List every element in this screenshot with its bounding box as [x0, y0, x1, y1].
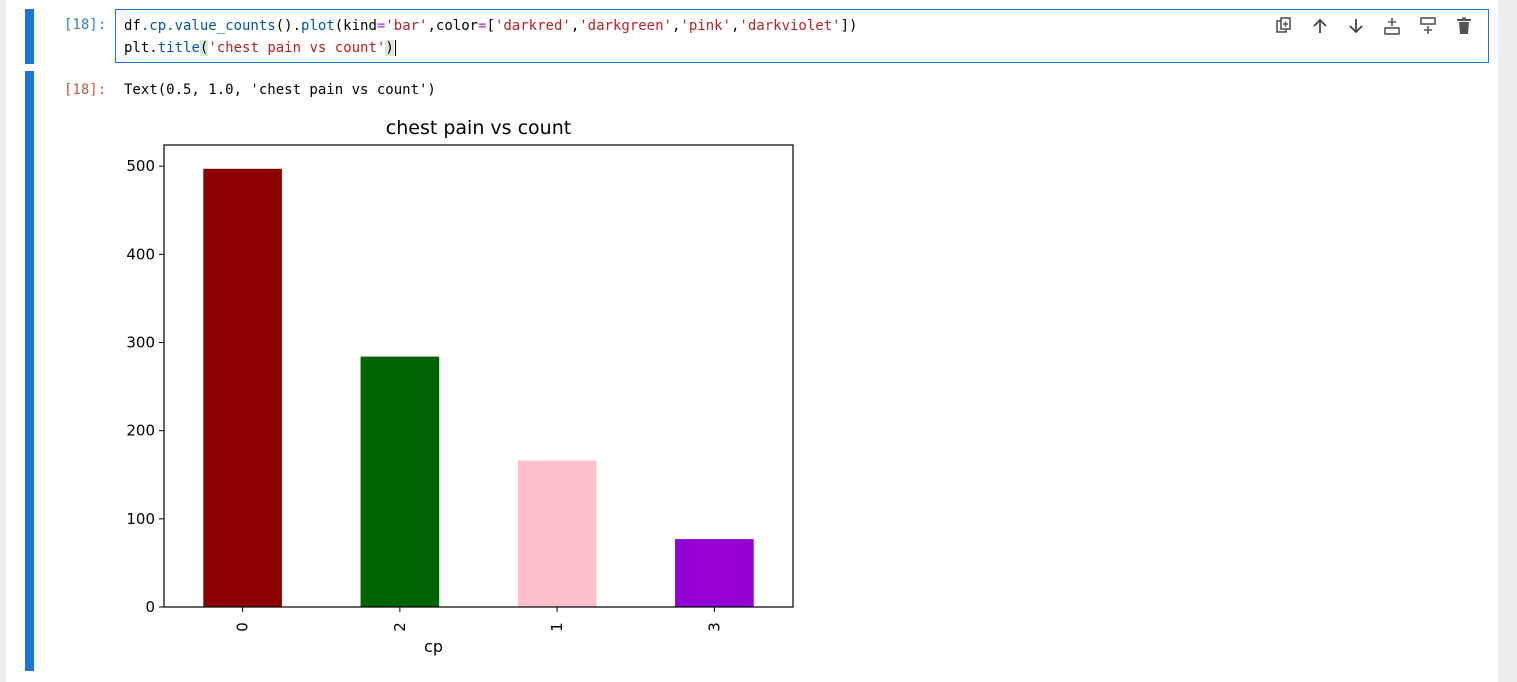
code-token: (). [275, 18, 302, 34]
plot-frame [163, 144, 794, 608]
code-token: 'darkgreen' [579, 18, 672, 34]
bar [675, 539, 754, 607]
code-token: = [376, 18, 386, 34]
notebook-panel: [18]: df.cp.value_counts().plot(kind='ba… [6, 0, 1498, 682]
code-token: .cp. [140, 18, 175, 34]
code-token: . [149, 40, 158, 56]
x-tick-label: 2 [391, 622, 409, 632]
bar [360, 356, 440, 607]
code-token: = [478, 18, 487, 34]
code-text[interactable]: df.cp.value_counts().plot(kind='bar',col… [124, 15, 857, 59]
move-down-button[interactable] [1344, 14, 1368, 38]
code-token: plot [301, 18, 335, 34]
code-token: 'bar' [385, 18, 428, 34]
input-collapser[interactable] [25, 9, 34, 64]
cell-toolbar [1272, 14, 1476, 38]
code-token: 'pink' [680, 18, 731, 34]
code-editor[interactable]: df.cp.value_counts().plot(kind='bar',col… [115, 9, 1489, 63]
move-up-icon [1313, 18, 1327, 33]
code-token: , [671, 18, 681, 34]
code-token: (kind [334, 18, 377, 34]
code-token: 'darkviolet' [739, 18, 841, 34]
output-text: Text(0.5, 1.0, 'chest pain vs count') [124, 82, 436, 98]
duplicate-cell-button[interactable] [1272, 14, 1296, 38]
duplicate-icon [1276, 17, 1291, 33]
output-collapser[interactable] [25, 71, 34, 671]
x-tick-label: 0 [234, 622, 252, 632]
insert-below-icon [1420, 17, 1436, 34]
code-token: ) [385, 40, 394, 56]
insert-above-icon [1384, 18, 1400, 35]
code-token: 'chest pain vs count' [208, 40, 386, 56]
y-tick-label: 0 [145, 598, 155, 616]
delete-icon [1457, 17, 1471, 34]
y-tick-label: 200 [126, 422, 155, 440]
code-token: ]) [840, 18, 858, 34]
bar [517, 460, 597, 607]
code-token: , [570, 18, 580, 34]
code-token: ,color [427, 18, 479, 34]
input-prompt: [18]: [64, 17, 107, 33]
insert-below-button[interactable] [1416, 14, 1440, 38]
x-tick-label: 1 [548, 622, 566, 632]
delete-cell-button[interactable] [1452, 14, 1476, 38]
code-token: value_counts [174, 18, 276, 34]
output-prompt: [18]: [64, 82, 107, 98]
x-axis-label: cp [424, 637, 443, 656]
bar [203, 168, 282, 607]
y-tick-label: 100 [126, 510, 155, 528]
code-token: ( [199, 40, 209, 56]
bar-chart: chest pain vs count 0 2 1 3 0 100 200 300 400 500 c… [126, 117, 794, 656]
move-down-icon [1349, 19, 1363, 34]
y-tick-label: 400 [126, 245, 155, 263]
code-token: , [730, 18, 740, 34]
scrollbar[interactable] [1498, 0, 1517, 682]
code-token: df [124, 18, 141, 34]
move-up-button[interactable] [1308, 14, 1332, 38]
y-tick-label: 500 [126, 157, 155, 175]
y-tick-label: 300 [126, 333, 155, 351]
chart-title: chest pain vs count [386, 117, 571, 139]
code-token: title [157, 40, 200, 56]
x-tick-label: 3 [705, 622, 723, 632]
code-token: [ [486, 18, 495, 34]
text-cursor [394, 40, 396, 56]
insert-above-button[interactable] [1380, 14, 1404, 38]
code-token: 'darkred' [494, 18, 571, 34]
code-token: plt [124, 40, 150, 56]
